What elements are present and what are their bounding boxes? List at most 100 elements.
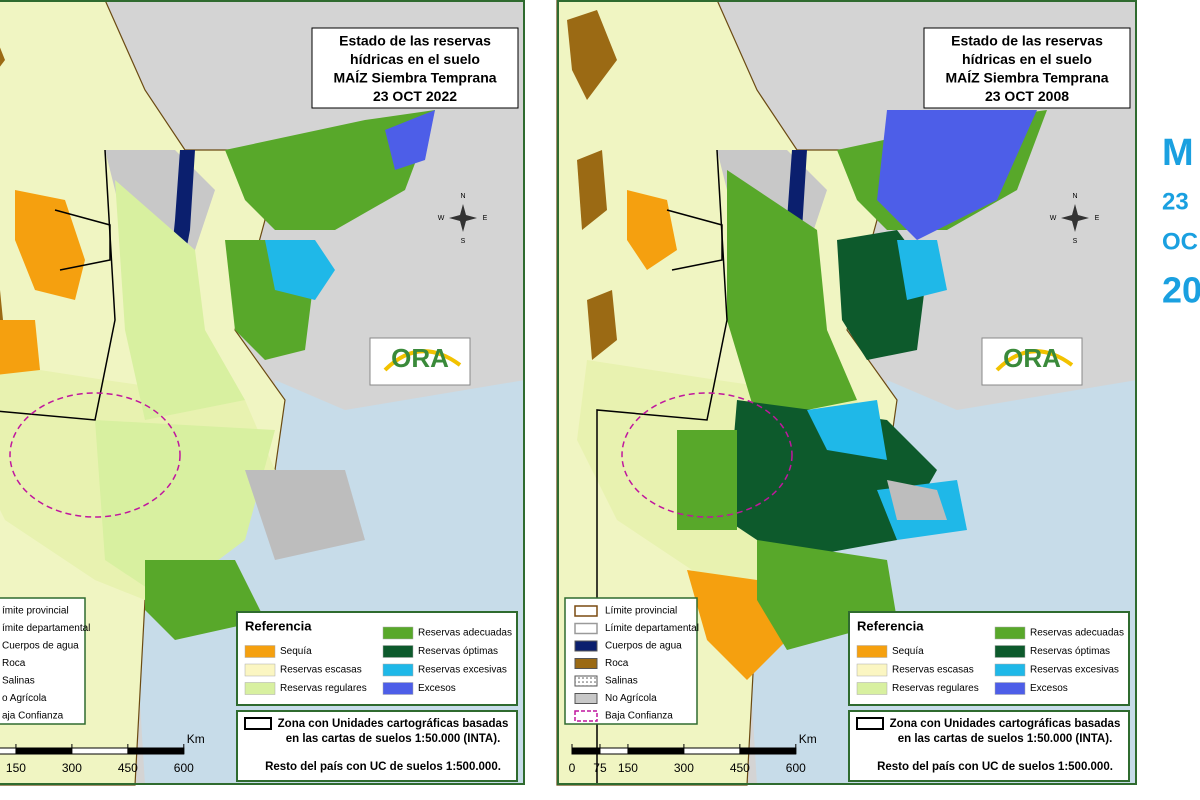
title-line: hídricas en el suelo <box>350 51 480 67</box>
compass-label: S <box>1073 238 1078 245</box>
reference-box <box>236 611 518 706</box>
logo-text: ORA <box>1003 343 1061 373</box>
legend-label: Límite provincial <box>605 606 677 617</box>
side-text: 23 <box>1162 188 1189 215</box>
scale-segment <box>127 748 184 754</box>
orange <box>0 320 40 375</box>
zone-swatch <box>244 717 272 730</box>
reference-swatch <box>244 663 276 677</box>
scale-segment <box>627 748 684 754</box>
excess <box>385 110 435 170</box>
reference-label: Reservas óptimas <box>1030 646 1110 657</box>
legend-swatch <box>574 675 598 687</box>
low-confidence <box>9 392 181 518</box>
compass-label: N <box>460 193 465 200</box>
excess-blue <box>265 240 335 300</box>
dk-green <box>727 400 937 560</box>
map-panel: Estado de las reservas hídricas en el sue… <box>0 0 525 786</box>
scale-segment <box>572 748 600 754</box>
panel-border <box>0 0 525 785</box>
title-line: MAÍZ Siembra Temprana <box>333 70 496 86</box>
reference-heading: Referencia <box>245 618 312 633</box>
zone-note: en las cartas de suelos 1:50.000 (INTA). <box>286 733 501 745</box>
scale-label: 300 <box>674 761 694 775</box>
green <box>677 430 737 530</box>
reference-swatch <box>382 645 414 658</box>
title-line: Estado de las reservas <box>339 33 491 49</box>
legend-label: Roca <box>605 658 629 669</box>
side-text: M <box>1162 132 1194 174</box>
reg <box>115 180 245 420</box>
side-text: OC <box>1162 228 1198 255</box>
legend-box <box>0 597 86 725</box>
reference-swatch <box>994 626 1026 640</box>
panel-border <box>557 0 1137 785</box>
scale-segment <box>739 748 796 754</box>
compass-label: E <box>483 215 488 222</box>
scale-label: 150 <box>6 761 26 775</box>
reference-swatch <box>994 682 1026 695</box>
legend-swatch <box>574 605 598 617</box>
reference-swatch <box>244 645 276 658</box>
legend-swatch <box>574 710 598 722</box>
province-border <box>0 149 116 421</box>
reference-swatch <box>382 682 414 695</box>
reference-label: Reservas regulares <box>892 683 979 694</box>
legend-label: aja Confianza <box>2 711 64 722</box>
scale-label: 450 <box>118 761 138 775</box>
reference-swatch <box>994 663 1026 677</box>
no-agri <box>887 480 947 520</box>
reference-swatch <box>856 682 888 695</box>
scale-unit: Km <box>799 732 817 746</box>
scale-label: 600 <box>786 761 806 775</box>
green <box>145 560 265 640</box>
province-border <box>596 149 728 785</box>
rock <box>567 10 617 100</box>
reference-label: Reservas escasas <box>280 665 362 676</box>
reference-label: Reservas excesivas <box>418 665 507 676</box>
legend-label: No Agrícola <box>605 693 657 704</box>
compass-label: E <box>1095 215 1100 222</box>
zone-box <box>236 710 518 782</box>
orange <box>15 190 85 300</box>
reference-swatch <box>382 663 414 677</box>
compass-label: W <box>1050 215 1057 222</box>
zone-note: Zona con Unidades cartográficas basadas <box>278 718 509 730</box>
reference-heading: Referencia <box>857 618 924 633</box>
reference-label: Reservas adecuadas <box>418 628 512 639</box>
logo-arc <box>383 349 462 372</box>
zone-note: en las cartas de suelos 1:50.000 (INTA). <box>898 733 1113 745</box>
legend-label: Cuerpos de agua <box>605 641 682 652</box>
cyan <box>897 240 947 300</box>
excess <box>877 110 1037 240</box>
compass-label: W <box>438 215 445 222</box>
reference-box <box>848 611 1130 706</box>
province-border <box>666 209 723 271</box>
compass-label: S <box>461 238 466 245</box>
green <box>727 170 857 420</box>
reference-label: Sequía <box>892 646 924 657</box>
scale-label: 75 <box>593 761 607 775</box>
reference-label: Excesos <box>1030 683 1068 694</box>
scale-segment <box>15 748 72 754</box>
title-line: MAÍZ Siembra Temprana <box>945 70 1108 86</box>
scale-label: 150 <box>618 761 638 775</box>
rock <box>577 150 607 230</box>
reference-swatch <box>994 645 1026 658</box>
reference-label: Reservas adecuadas <box>1030 628 1124 639</box>
reference-swatch <box>856 645 888 658</box>
logo-arc <box>995 349 1074 372</box>
scale-label: 600 <box>174 761 194 775</box>
reference-swatch <box>856 663 888 677</box>
legend-swatch <box>574 693 598 704</box>
legend-swatch <box>574 640 598 652</box>
scale-label: 0 <box>569 761 576 775</box>
legend-label: Salinas <box>2 676 35 687</box>
map-panel: Estado de las reservas hídricas en el sue… <box>556 0 1137 786</box>
reference-label: Reservas escasas <box>892 665 974 676</box>
compass: N S E W <box>438 193 488 245</box>
reference-label: Reservas regulares <box>280 683 367 694</box>
reference-label: Reservas óptimas <box>418 646 498 657</box>
